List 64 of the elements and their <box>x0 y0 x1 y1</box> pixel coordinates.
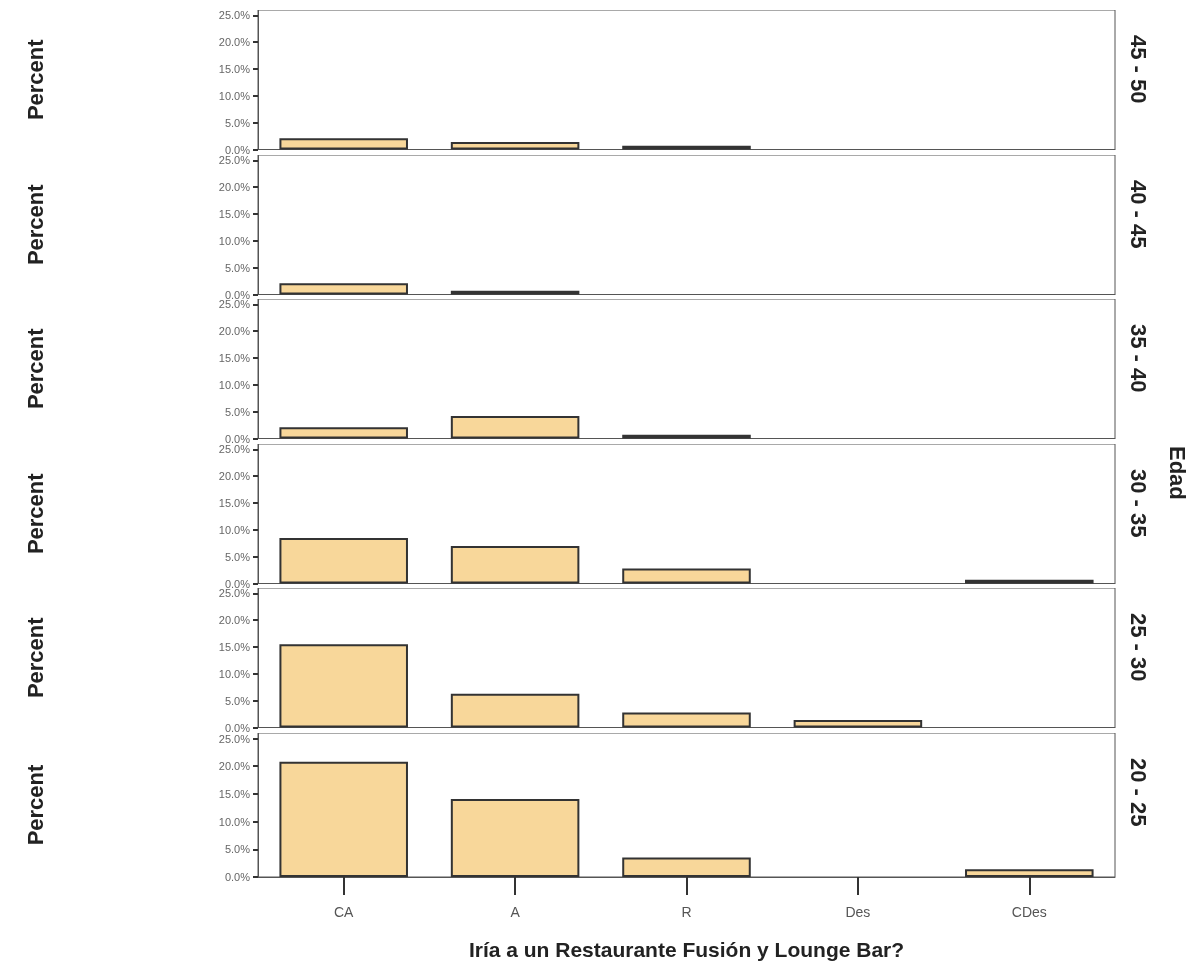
x-tick-label: CA <box>333 903 355 920</box>
y-tick-label: 15.0% <box>218 63 251 76</box>
y-tick-label: 0.0% <box>224 721 251 734</box>
y2-axis-title: 20 - 25 <box>1125 757 1151 826</box>
bar <box>793 719 923 728</box>
y-axis-title: Percent <box>22 38 48 121</box>
y-tick-label: 5.0% <box>224 261 251 274</box>
bar <box>622 567 751 583</box>
y-tick-label: 10.0% <box>218 523 251 536</box>
y-axis-title: Percent <box>22 327 48 410</box>
x-axis-title: Iría a un Restaurante Fusión y Lounge Bar? <box>468 937 905 961</box>
y-tick-label: 25.0% <box>218 732 251 745</box>
y-tick-label: 0.0% <box>224 870 251 883</box>
y-tick-label: 10.0% <box>218 89 251 102</box>
y-tick-label: 15.0% <box>218 207 251 220</box>
y-tick-label: 0.0% <box>224 577 251 589</box>
y-tick-label: 0.0% <box>224 288 251 300</box>
y-tick-label: 20.0% <box>218 614 251 627</box>
y-tick-label: 15.0% <box>218 641 251 654</box>
y-tick-label: 10.0% <box>218 815 251 828</box>
bar <box>450 693 580 728</box>
y-tick-label: 15.0% <box>218 352 251 365</box>
y-tick-label: 5.0% <box>224 405 251 418</box>
y-tick-label: 20.0% <box>218 469 251 482</box>
y-tick-label: 25.0% <box>218 153 251 166</box>
y-tick-label: 25.0% <box>218 442 251 455</box>
y-tick-label: 20.0% <box>218 36 251 49</box>
y-axis-title: Percent <box>22 183 48 265</box>
y-tick-label: 25.0% <box>218 587 251 600</box>
y-axis-title: Percent <box>22 616 48 699</box>
y-tick-label: 20.0% <box>218 759 251 772</box>
y-tick-label: 5.0% <box>224 842 251 855</box>
y-axis-title: Percent <box>22 472 48 554</box>
y-tick-label: 0.0% <box>224 432 251 445</box>
text: Edad <box>1164 445 1190 500</box>
y2-axis-title: 45 - 50 <box>1125 35 1151 104</box>
y2-axis-title: 40 - 45 <box>1125 179 1151 248</box>
y2-axis-title: 25 - 30 <box>1125 613 1151 682</box>
y-axis-title: Percent <box>22 763 48 845</box>
bar <box>450 545 580 583</box>
x-tick-label: Des <box>845 903 871 920</box>
bar <box>622 712 751 728</box>
bar <box>279 427 408 439</box>
bar <box>450 415 580 439</box>
y-tick-label: 10.0% <box>218 378 251 391</box>
bar <box>279 537 408 583</box>
y-tick-label: 5.0% <box>224 116 251 129</box>
x-tick-label: CDes <box>1011 903 1047 920</box>
y-tick-label: 15.0% <box>218 787 251 800</box>
x-tick-label: A <box>510 903 521 920</box>
y-tick-label: 25.0% <box>218 298 251 311</box>
y-tick-label: 5.0% <box>224 550 251 563</box>
y-tick-label: 10.0% <box>218 667 251 680</box>
y-tick-label: 10.0% <box>218 234 251 247</box>
y-tick-label: 25.0% <box>218 9 251 22</box>
y-tick-label: 0.0% <box>224 143 251 156</box>
y-tick-label: 5.0% <box>224 694 251 707</box>
y2-axis-title: 35 - 40 <box>1125 324 1151 393</box>
x-tick-label: R <box>681 903 692 920</box>
y-tick-label: 20.0% <box>218 325 251 338</box>
bar <box>279 644 408 728</box>
y-tick-label: 20.0% <box>218 180 251 193</box>
y2-axis-title: 30 - 35 <box>1125 468 1151 537</box>
y-tick-label: 15.0% <box>218 496 251 509</box>
